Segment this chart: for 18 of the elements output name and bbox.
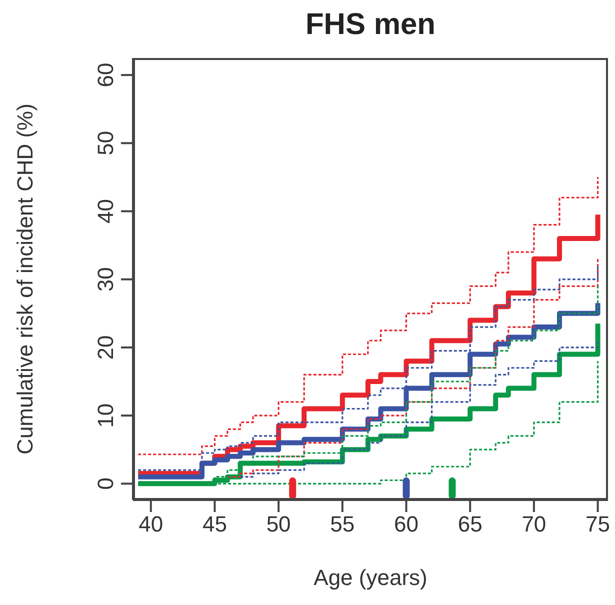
y-tick-label: 0	[93, 478, 118, 490]
y-tick-label: 50	[93, 130, 118, 156]
y-tick-label: 40	[93, 198, 118, 224]
x-tick-label: 65	[458, 512, 482, 537]
x-tick-label: 60	[394, 512, 418, 537]
x-tick-label: 40	[138, 512, 164, 537]
y-tick-label: 20	[93, 335, 118, 360]
x-axis-title: Age (years)	[312, 565, 428, 591]
x-tick-label: 55	[330, 512, 355, 537]
x-tick-label: 70	[522, 512, 546, 537]
chart-title: FHS men	[304, 8, 437, 42]
x-tick-label: 50	[266, 512, 291, 537]
x-tick-label: 75	[586, 512, 610, 537]
x-tick-label: 45	[202, 512, 227, 537]
y-tick-label: 60	[93, 62, 118, 88]
y-axis-title: Cumulative risk of incident CHD (%)	[12, 104, 38, 454]
y-tick-label: 30	[93, 267, 118, 292]
y-tick-label: 10	[93, 403, 118, 428]
